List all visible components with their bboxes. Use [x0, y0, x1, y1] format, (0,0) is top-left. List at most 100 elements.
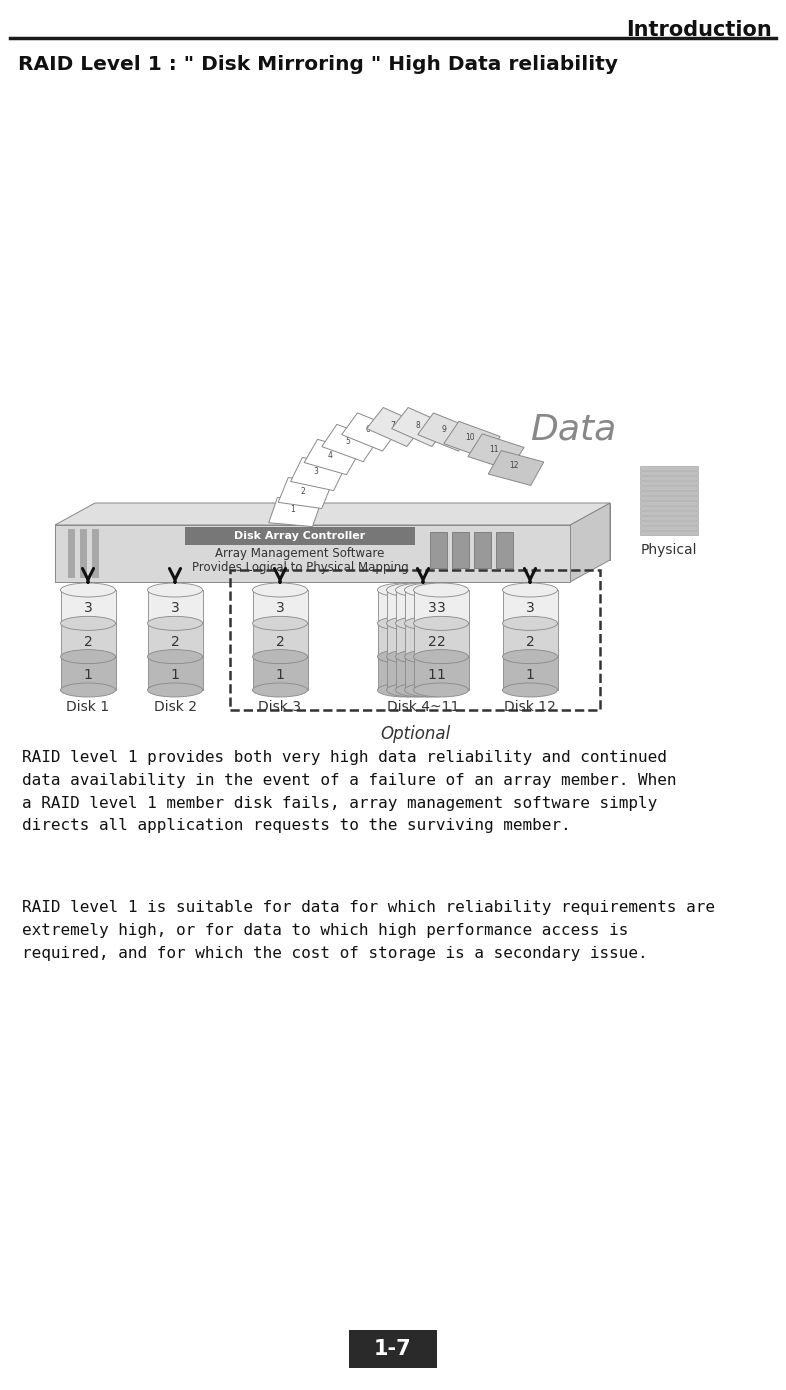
Text: 1: 1: [401, 669, 410, 682]
Text: Provides Logical to Physical Mapping: Provides Logical to Physical Mapping: [192, 562, 409, 574]
Ellipse shape: [387, 649, 442, 663]
Ellipse shape: [377, 582, 432, 596]
Text: 3: 3: [276, 602, 285, 616]
Polygon shape: [395, 623, 450, 656]
Polygon shape: [391, 407, 448, 446]
Text: Array Management Software: Array Management Software: [215, 548, 384, 560]
Ellipse shape: [395, 582, 450, 596]
Polygon shape: [474, 532, 491, 569]
Text: Introduction: Introduction: [626, 19, 772, 40]
Polygon shape: [468, 434, 524, 470]
Text: 7: 7: [391, 421, 395, 430]
Text: 2: 2: [276, 635, 285, 649]
Text: 5: 5: [346, 436, 351, 446]
Polygon shape: [61, 589, 116, 623]
Text: 11: 11: [489, 446, 499, 455]
Polygon shape: [252, 623, 307, 656]
Text: Physical: Physical: [641, 543, 697, 557]
Polygon shape: [405, 656, 460, 689]
Text: 6: 6: [365, 425, 370, 435]
Ellipse shape: [148, 682, 203, 696]
Ellipse shape: [61, 682, 116, 696]
Polygon shape: [278, 478, 332, 509]
Polygon shape: [252, 656, 307, 689]
Text: 3: 3: [401, 602, 410, 616]
Polygon shape: [55, 525, 570, 582]
Ellipse shape: [377, 649, 432, 663]
Ellipse shape: [395, 649, 450, 663]
Text: 3: 3: [428, 602, 436, 616]
Polygon shape: [640, 466, 698, 470]
Polygon shape: [61, 656, 116, 689]
Text: 3: 3: [171, 602, 179, 616]
Polygon shape: [95, 503, 610, 560]
Text: 9: 9: [442, 425, 446, 435]
Ellipse shape: [502, 682, 557, 696]
Ellipse shape: [502, 616, 557, 630]
Polygon shape: [640, 471, 698, 475]
Text: 3: 3: [410, 602, 418, 616]
Text: 3: 3: [437, 602, 446, 616]
Polygon shape: [377, 589, 432, 623]
Polygon shape: [640, 525, 698, 530]
Ellipse shape: [148, 649, 203, 663]
Ellipse shape: [395, 616, 450, 630]
Polygon shape: [444, 421, 500, 459]
Polygon shape: [640, 486, 698, 491]
Text: 3: 3: [526, 602, 534, 616]
Polygon shape: [640, 481, 698, 485]
Polygon shape: [148, 589, 203, 623]
Ellipse shape: [395, 682, 450, 696]
Text: 1: 1: [428, 669, 436, 682]
Polygon shape: [387, 656, 442, 689]
Polygon shape: [640, 491, 698, 495]
Polygon shape: [640, 521, 698, 525]
Polygon shape: [640, 500, 698, 505]
Polygon shape: [570, 503, 610, 582]
Polygon shape: [640, 512, 698, 516]
Polygon shape: [413, 589, 468, 623]
Text: Optional: Optional: [380, 726, 450, 744]
Text: Disk 1: Disk 1: [67, 701, 109, 714]
Ellipse shape: [252, 682, 307, 696]
Polygon shape: [640, 516, 698, 520]
Polygon shape: [395, 589, 450, 623]
Ellipse shape: [61, 582, 116, 596]
Ellipse shape: [377, 682, 432, 696]
Text: 1: 1: [410, 669, 418, 682]
Text: 2: 2: [526, 635, 534, 649]
Text: RAID level 1 is suitable for data for which reliability requirements are
extreme: RAID level 1 is suitable for data for wh…: [22, 899, 715, 960]
Text: 1: 1: [436, 669, 446, 682]
Text: 2: 2: [428, 635, 436, 649]
Polygon shape: [496, 532, 513, 569]
Text: 3: 3: [83, 602, 93, 616]
Polygon shape: [61, 623, 116, 656]
Polygon shape: [395, 656, 450, 689]
Polygon shape: [387, 623, 442, 656]
Text: 2: 2: [300, 486, 306, 495]
Ellipse shape: [405, 649, 460, 663]
Ellipse shape: [502, 649, 557, 663]
Polygon shape: [405, 623, 460, 656]
Ellipse shape: [413, 616, 468, 630]
Ellipse shape: [405, 582, 460, 596]
Ellipse shape: [387, 616, 442, 630]
Polygon shape: [502, 656, 557, 689]
Ellipse shape: [413, 582, 468, 596]
Polygon shape: [452, 532, 469, 569]
Ellipse shape: [252, 616, 307, 630]
Text: 1: 1: [526, 669, 534, 682]
Polygon shape: [417, 413, 474, 452]
Text: 1: 1: [291, 506, 296, 514]
Ellipse shape: [252, 582, 307, 596]
Text: 2: 2: [419, 635, 428, 649]
Text: 10: 10: [465, 434, 475, 442]
Polygon shape: [488, 450, 544, 485]
Text: 2: 2: [437, 635, 446, 649]
Text: 8: 8: [416, 421, 421, 430]
Ellipse shape: [387, 582, 442, 596]
Ellipse shape: [61, 616, 116, 630]
Polygon shape: [185, 527, 415, 545]
Text: Disk 2: Disk 2: [153, 701, 196, 714]
Polygon shape: [640, 475, 698, 480]
